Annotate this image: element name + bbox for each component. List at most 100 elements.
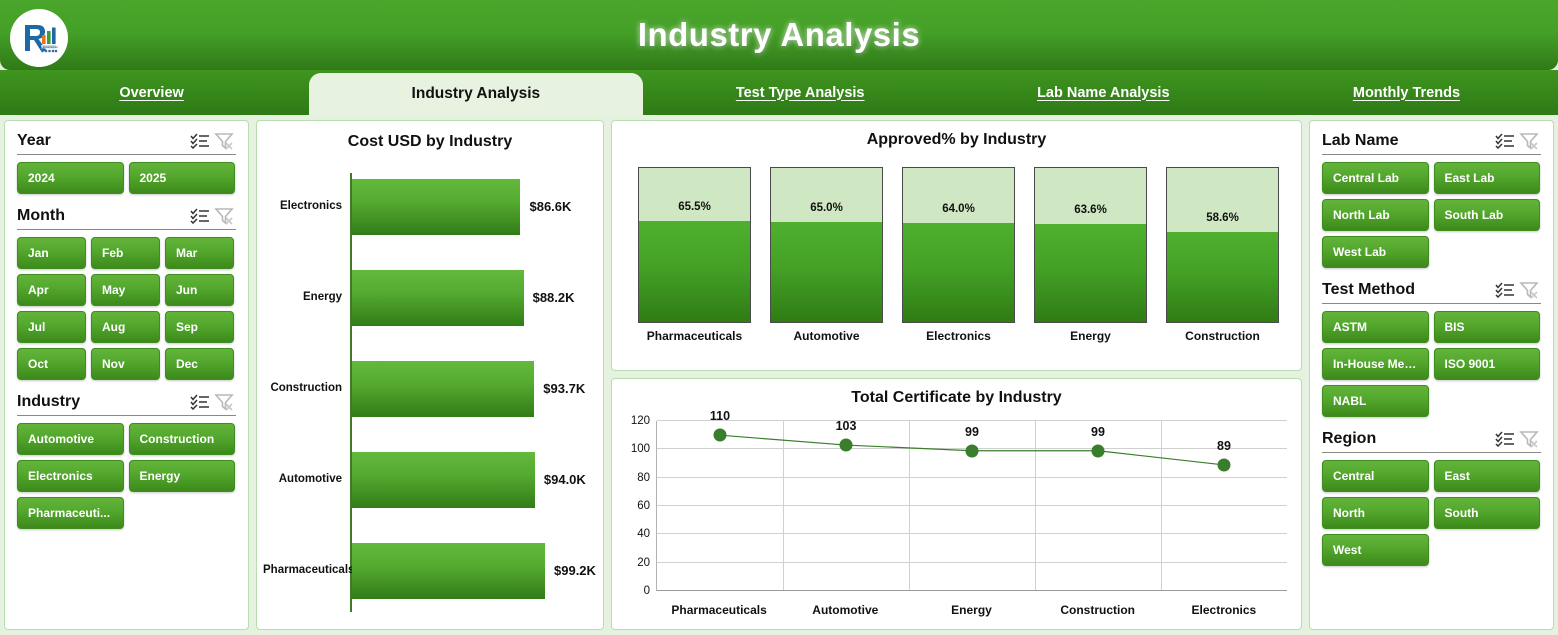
approved-column-value-label: 65.0%: [810, 201, 843, 214]
line-chart-marker[interactable]: [839, 438, 853, 452]
line-chart-marker[interactable]: [1217, 458, 1231, 472]
slicer-title: Industry: [17, 393, 81, 410]
line-chart-gridline: [657, 505, 1287, 506]
clear-filter-icon[interactable]: [1517, 429, 1541, 449]
slicer-option[interactable]: Nov: [90, 348, 160, 380]
multi-select-icon[interactable]: [1493, 131, 1517, 151]
approved-column[interactable]: 58.6%: [1166, 167, 1279, 323]
cost-bar[interactable]: [352, 360, 535, 417]
line-chart-vgridline: [1035, 421, 1036, 591]
slicer-option[interactable]: NABL: [1322, 385, 1429, 417]
approved-column-category-label: Automotive: [793, 329, 860, 343]
slicer-option[interactable]: BIS: [1433, 311, 1540, 343]
slicer-option[interactable]: North Lab: [1322, 199, 1429, 231]
approved-column-group: 58.6% Construction: [1166, 167, 1279, 343]
cost-bar[interactable]: [352, 178, 521, 235]
cost-bar-value-label: $88.2K: [532, 290, 575, 305]
line-chart-marker[interactable]: [965, 444, 979, 458]
cost-bar-category-label: Pharmaceuticals: [263, 563, 355, 576]
line-chart-x-tick: Electronics: [1191, 603, 1257, 617]
multi-select-icon[interactable]: [188, 131, 212, 151]
line-chart-gridline: [657, 476, 1287, 478]
approved-column-category-label: Construction: [1185, 329, 1260, 343]
line-chart-value-label: 99: [1091, 424, 1105, 439]
line-chart-y-tick: 100: [630, 443, 650, 456]
slicer-option[interactable]: 2024: [17, 162, 124, 194]
line-chart-marker[interactable]: [1091, 444, 1105, 458]
slicer-option[interactable]: South Lab: [1433, 199, 1540, 231]
line-chart-value-label: 89: [1217, 438, 1231, 453]
slicer-option[interactable]: Construction: [128, 423, 235, 455]
tab-lab-name-analysis[interactable]: Lab Name Analysis: [1037, 84, 1170, 101]
slicer-option[interactable]: North: [1322, 497, 1429, 529]
tab-test-type-analysis[interactable]: Test Type Analysis: [735, 84, 865, 101]
slicer-option[interactable]: Mar: [164, 237, 234, 269]
clear-filter-icon[interactable]: [1517, 280, 1541, 300]
cost-bar[interactable]: [352, 269, 524, 326]
slicer-option[interactable]: East: [1433, 460, 1540, 492]
slicer-option[interactable]: Sep: [164, 311, 234, 343]
slicer-option[interactable]: Apr: [17, 274, 86, 306]
slicer-option[interactable]: West: [1322, 534, 1429, 566]
clear-filter-icon[interactable]: [1517, 131, 1541, 151]
clear-filter-icon[interactable]: [212, 131, 236, 151]
line-chart-y-tick: 40: [637, 528, 650, 541]
line-chart-x-tick: Pharmaceuticals: [671, 603, 767, 617]
multi-select-icon[interactable]: [1493, 429, 1517, 449]
cost-bar-value-label: $86.6K: [529, 199, 572, 214]
cost-bar[interactable]: [352, 451, 535, 508]
slicer-option[interactable]: Energy: [128, 460, 235, 492]
slicer-option[interactable]: Central: [1322, 460, 1429, 492]
approved-column[interactable]: 64.0%: [902, 167, 1015, 323]
slicer-month: Month Jan Feb Mar Apr May Jun Jul Aug Sep Oct Nov De…: [17, 206, 236, 380]
slicer-options: Jan Feb Mar Apr May Jun Jul Aug Sep Oct Nov Dec: [17, 237, 236, 380]
approved-column-category-label: Electronics: [926, 329, 991, 343]
tab-monthly-trends[interactable]: Monthly Trends: [1352, 84, 1461, 101]
slicer-option[interactable]: Central Lab: [1322, 162, 1429, 194]
slicer-option[interactable]: West Lab: [1322, 236, 1429, 268]
cost-bar-category-label: Automotive: [278, 472, 342, 485]
slicer-option[interactable]: ASTM: [1322, 311, 1429, 343]
clear-filter-icon[interactable]: [212, 206, 236, 226]
slicer-header: Year: [17, 131, 236, 154]
slicer-option[interactable]: 2025: [128, 162, 235, 194]
approved-column-group: 63.6% Energy: [1034, 167, 1147, 343]
multi-select-icon[interactable]: [188, 206, 212, 226]
line-chart-marker[interactable]: [713, 428, 727, 442]
slicer-option[interactable]: South: [1433, 497, 1540, 529]
slicer-option[interactable]: Jul: [17, 311, 86, 343]
slicer-header: Test Method: [1322, 280, 1541, 303]
slicer-option[interactable]: Feb: [90, 237, 160, 269]
slicer-option[interactable]: Jun: [164, 274, 234, 306]
line-chart-gridline: [657, 561, 1287, 563]
line-chart-y-tick: 0: [643, 585, 650, 597]
tab-industry-analysis[interactable]: Industry Analysis: [309, 73, 643, 115]
slicer-option[interactable]: ISO 9001: [1433, 348, 1540, 380]
approved-column-value-label: 64.0%: [942, 203, 975, 216]
slicer-option[interactable]: Jan: [17, 237, 86, 269]
approved-column-category-label: Pharmaceuticals: [646, 329, 743, 343]
multi-select-icon[interactable]: [1493, 280, 1517, 300]
cost-bar[interactable]: [352, 542, 545, 599]
slicer-option[interactable]: Electronics: [17, 460, 124, 492]
clear-filter-icon[interactable]: [212, 392, 236, 412]
slicer-option[interactable]: Automotive: [17, 423, 124, 455]
multi-select-icon[interactable]: [188, 392, 212, 412]
slicer-option[interactable]: East Lab: [1433, 162, 1540, 194]
approved-column[interactable]: 63.6%: [1034, 167, 1147, 323]
approved-column[interactable]: 65.0%: [770, 167, 883, 323]
cost-bar-value-label: $94.0K: [543, 472, 586, 487]
slicer-option[interactable]: Pharmaceuti...: [17, 497, 124, 529]
svg-text:An ExCel Expert: An ExCel Expert: [39, 45, 58, 49]
slicer-option[interactable]: Aug: [90, 311, 160, 343]
slicer-option[interactable]: Dec: [164, 348, 234, 380]
approved-column-fill: [639, 221, 750, 322]
slicer-option[interactable]: May: [90, 274, 160, 306]
dashboard-header: An ExCel Expert Industry Analysis: [0, 0, 1558, 70]
slicer-option[interactable]: Oct: [17, 348, 86, 380]
total-certificate-by-industry-card: Total Certificate by Industry 110 103 99 99…: [611, 378, 1302, 630]
slicer-title: Month: [17, 207, 65, 224]
approved-column[interactable]: 65.5%: [638, 167, 751, 323]
tab-overview[interactable]: Overview: [119, 84, 184, 101]
slicer-option[interactable]: In-House Met...: [1322, 348, 1429, 380]
